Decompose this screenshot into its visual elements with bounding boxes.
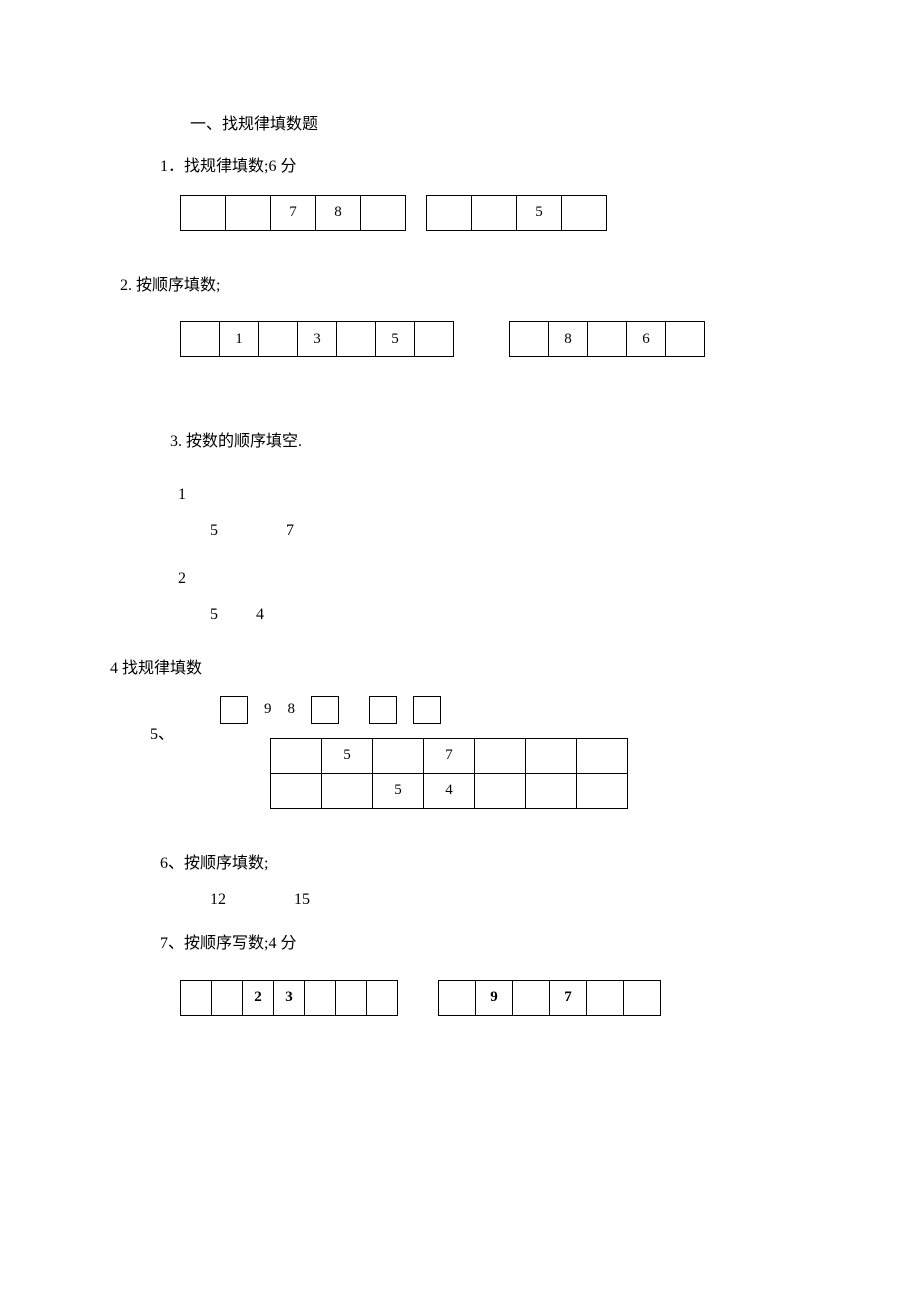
cell	[588, 322, 627, 357]
cell	[666, 322, 705, 357]
num: 15	[294, 891, 310, 908]
cell: 7	[271, 195, 316, 230]
q5-table-top: 5 7	[270, 738, 628, 774]
q3-r1b: 5 7	[210, 522, 800, 540]
q5-label: 5、	[150, 720, 174, 744]
cell	[181, 195, 226, 230]
cell	[439, 980, 476, 1015]
blank-box	[220, 696, 248, 724]
cell: 5	[376, 322, 415, 357]
cell	[526, 773, 577, 808]
cell	[181, 980, 212, 1015]
cell	[373, 738, 424, 773]
num: 7	[286, 522, 294, 539]
q4-boxes: 9 8	[214, 696, 447, 724]
cell	[181, 322, 220, 357]
section-title: 一、找规律填数题	[190, 110, 800, 140]
cell	[259, 322, 298, 357]
num: 9	[264, 701, 272, 718]
q5-table-bot: 5 4	[270, 773, 628, 809]
cell	[475, 773, 526, 808]
q7-tables: 2 3 9 7	[180, 980, 800, 1016]
cell	[587, 980, 624, 1015]
q3-r1a: 1	[178, 486, 800, 504]
cell: 9	[476, 980, 513, 1015]
q2-table-b: 8 6	[509, 321, 705, 357]
cell	[577, 738, 628, 773]
cell: 5	[373, 773, 424, 808]
q3-r2b: 5 4	[210, 606, 800, 624]
num: 4	[256, 606, 264, 623]
q2-label: 2. 按顺序填数;	[120, 271, 800, 301]
cell	[427, 195, 472, 230]
cell: 1	[220, 322, 259, 357]
cell	[415, 322, 454, 357]
cell	[472, 195, 517, 230]
q3-label: 3. 按数的顺序填空.	[170, 427, 800, 457]
q1-tables: 7 8 5	[180, 195, 800, 231]
num: 5	[210, 606, 218, 623]
num: 12	[210, 891, 226, 908]
q4q5-row: 5、 9 8	[120, 696, 800, 738]
cell: 2	[243, 980, 274, 1015]
cell: 3	[298, 322, 337, 357]
cell: 6	[627, 322, 666, 357]
cell	[562, 195, 607, 230]
num: 5	[210, 522, 218, 539]
cell	[367, 980, 398, 1015]
q6-nums: 12 15	[210, 891, 800, 909]
cell	[322, 773, 373, 808]
cell	[361, 195, 406, 230]
q7-table-a: 2 3	[180, 980, 398, 1016]
cell: 7	[550, 980, 587, 1015]
blank-box	[369, 696, 397, 724]
q6-label: 6、按顺序填数;	[160, 849, 800, 879]
cell: 8	[316, 195, 361, 230]
cell: 8	[549, 322, 588, 357]
cell	[510, 322, 549, 357]
cell: 5	[517, 195, 562, 230]
cell	[305, 980, 336, 1015]
cell: 7	[424, 738, 475, 773]
cell: 5	[322, 738, 373, 773]
q1-table-b: 5	[426, 195, 607, 231]
cell	[526, 738, 577, 773]
num: 8	[288, 701, 296, 718]
cell: 4	[424, 773, 475, 808]
cell: 3	[274, 980, 305, 1015]
cell	[624, 980, 661, 1015]
q2-table-a: 1 3 5	[180, 321, 454, 357]
q4-label: 4 找规律填数	[110, 654, 800, 684]
blank-box	[311, 696, 339, 724]
blank-box	[413, 696, 441, 724]
q1-table-a: 7 8	[180, 195, 406, 231]
cell	[271, 773, 322, 808]
cell	[226, 195, 271, 230]
cell	[337, 322, 376, 357]
q7-label: 7、按顺序写数;4 分	[160, 929, 800, 959]
cell	[212, 980, 243, 1015]
q1-label: 1．找规律填数;6 分	[160, 152, 800, 182]
cell	[271, 738, 322, 773]
cell	[577, 773, 628, 808]
q5-tables: 5 7 5 4	[270, 738, 800, 809]
q7-table-b: 9 7	[438, 980, 661, 1016]
q2-tables: 1 3 5 8 6	[180, 321, 800, 357]
cell	[336, 980, 367, 1015]
cell	[475, 738, 526, 773]
q3-r2a: 2	[178, 570, 800, 588]
cell	[513, 980, 550, 1015]
